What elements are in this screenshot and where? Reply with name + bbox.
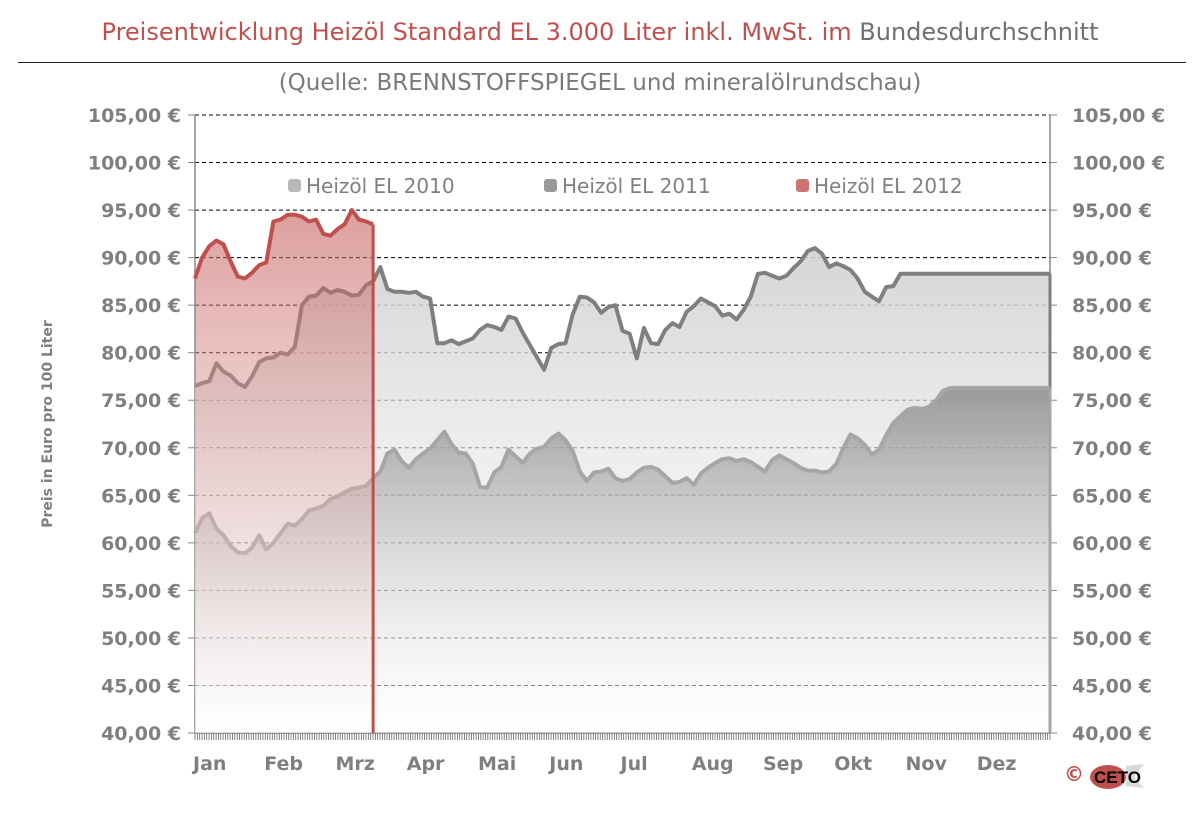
series-line: [193, 208, 374, 281]
y-tick-label-right: 85,00 €: [1072, 295, 1152, 317]
y-tick-label: 85,00 €: [101, 295, 181, 317]
legend-label: Heizöl EL 2012: [814, 174, 963, 198]
series-area: [195, 387, 1050, 733]
y-tick-label: 80,00 €: [101, 343, 181, 365]
x-tick-label: Okt: [834, 753, 872, 775]
y-tick-label-right: 95,00 €: [1072, 200, 1152, 222]
y-tick-label: 75,00 €: [101, 390, 181, 412]
y-tick-label: 45,00 €: [101, 675, 181, 697]
y-tick-label-right: 60,00 €: [1072, 533, 1152, 555]
copyright: © CETO: [1064, 762, 1164, 792]
y-tick-label: 70,00 €: [101, 438, 181, 460]
y-tick-label-right: 100,00 €: [1072, 153, 1165, 175]
x-tick-label: Jan: [191, 753, 226, 775]
title-divider: [18, 62, 1186, 63]
y-tick-label: 65,00 €: [101, 485, 181, 507]
y-tick-label: 40,00 €: [101, 723, 181, 745]
y-tick-label-right: 75,00 €: [1072, 390, 1152, 412]
chart-title-main: Preisentwicklung Heizöl Standard EL 3.00…: [101, 18, 852, 46]
legend-swatch: [288, 179, 301, 192]
series-area: [195, 210, 374, 734]
legend-swatch: [544, 179, 557, 192]
x-tick-label: Apr: [407, 753, 445, 775]
y-tick-label-right: 65,00 €: [1072, 485, 1152, 507]
x-tick-label: Mai: [478, 753, 516, 775]
y-tick-label: 60,00 €: [101, 533, 181, 555]
y-tick-label: 100,00 €: [88, 153, 181, 175]
legend-swatch: [796, 179, 809, 192]
x-tick-label: Sep: [763, 753, 803, 775]
y-tick-label-right: 55,00 €: [1072, 580, 1152, 602]
y-tick-label-right: 45,00 €: [1072, 675, 1152, 697]
y-tick-label: 90,00 €: [101, 248, 181, 270]
y-tick-label: 95,00 €: [101, 200, 181, 222]
ceto-logo: CETO: [1090, 764, 1144, 789]
x-tick-label: Dez: [977, 753, 1017, 775]
series-layer: [193, 208, 1052, 734]
y-tick-label: 55,00 €: [101, 580, 181, 602]
logo-text: CETO: [1094, 768, 1141, 787]
x-tick-label: Jul: [619, 753, 648, 775]
x-tick-label: Jun: [547, 753, 583, 775]
chart-title-rest: Bundesdurchschnitt: [851, 18, 1099, 46]
x-tick-label: Feb: [264, 753, 303, 775]
legend-label: Heizöl EL 2010: [306, 174, 455, 198]
y-axis-title: Preis in Euro pro 100 Liter: [40, 320, 56, 528]
x-tick-label: Nov: [906, 753, 948, 775]
y-tick-label-right: 50,00 €: [1072, 628, 1152, 650]
y-tick-label-right: 105,00 €: [1072, 105, 1165, 127]
x-tick-label: Mrz: [336, 753, 375, 775]
y-tick-label-right: 40,00 €: [1072, 723, 1152, 745]
copyright-symbol: ©: [1064, 762, 1084, 786]
y-tick-label: 50,00 €: [101, 628, 181, 650]
y-tick-label: 105,00 €: [88, 105, 181, 127]
y-tick-label-right: 80,00 €: [1072, 343, 1152, 365]
y-tick-label-right: 70,00 €: [1072, 438, 1152, 460]
chart-subtitle: (Quelle: BRENNSTOFFSPIEGEL und mineralöl…: [278, 70, 922, 96]
x-tick-label: Aug: [692, 753, 734, 775]
legend: Heizöl EL 2010 Heizöl EL 2011 Heizöl EL 20…: [288, 174, 963, 198]
y-tick-label-right: 90,00 €: [1072, 248, 1152, 270]
chart-title: Preisentwicklung Heizöl Standard EL 3.00…: [0, 18, 1200, 46]
legend-label: Heizöl EL 2011: [562, 174, 711, 198]
